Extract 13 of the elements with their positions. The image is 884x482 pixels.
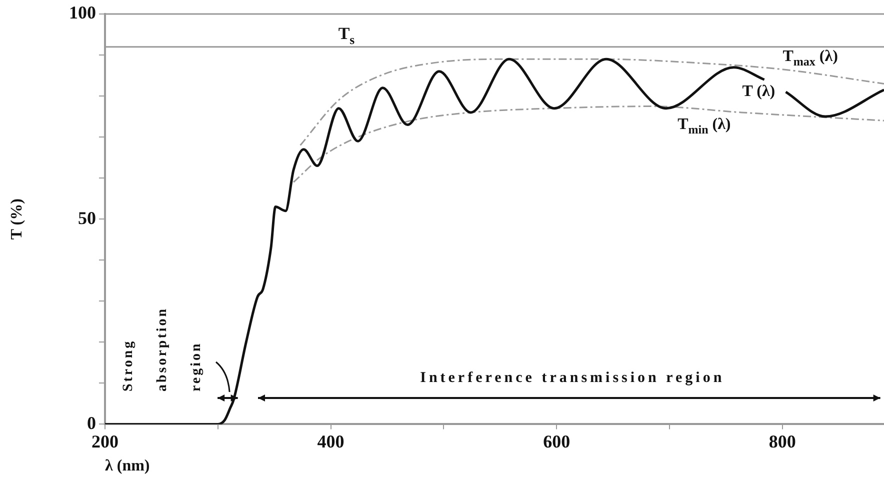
- line-series: [292, 106, 884, 183]
- y-axis-title: T (%): [8, 198, 26, 240]
- x-tick-label: 400: [317, 432, 344, 452]
- x-tick-label: 200: [92, 432, 118, 452]
- text: Strong absorption region: [120, 306, 204, 392]
- annotation: Interference transmission region: [420, 370, 725, 386]
- x-tick-label: 800: [768, 432, 796, 452]
- x-tick-label: 600: [543, 432, 570, 452]
- y-tick-label: 100: [69, 2, 96, 23]
- y-tick-label: 50: [78, 208, 96, 228]
- series-label: T (λ): [742, 83, 776, 100]
- y-tick-label: 0: [87, 412, 96, 433]
- x-axis-title: λ (nm): [105, 458, 150, 475]
